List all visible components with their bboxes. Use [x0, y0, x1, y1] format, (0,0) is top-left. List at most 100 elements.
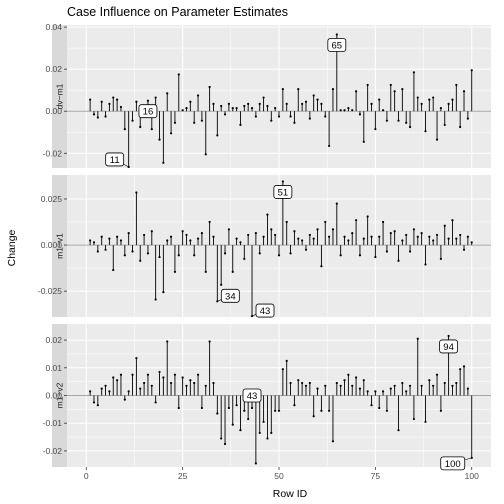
influence-point: [451, 98, 454, 101]
influence-point: [401, 239, 404, 242]
influence-point: [200, 406, 204, 410]
influence-point: [173, 373, 177, 376]
case-label-text: 100: [445, 459, 461, 470]
influence-point: [358, 254, 362, 257]
influence-point: [116, 379, 119, 382]
influence-point: [247, 417, 250, 421]
influence-point: [258, 252, 261, 255]
influence-point: [339, 384, 342, 387]
influence-point: [289, 115, 292, 118]
case-label-text: 43: [247, 391, 258, 402]
influence-point: [354, 376, 358, 379]
influence-point: [189, 239, 192, 242]
case-label: 100: [440, 456, 472, 471]
influence-point: [381, 220, 385, 224]
influence-point: [304, 384, 308, 387]
influence-point: [339, 109, 342, 112]
influence-point: [312, 237, 315, 240]
chart-title: Case Influence on Parameter Estimates: [67, 5, 288, 19]
influence-point: [301, 381, 304, 385]
y-tick-label: 0.000: [41, 240, 63, 250]
y-tick-label: 0.00: [45, 391, 62, 401]
influence-point: [439, 409, 442, 412]
influence-point: [466, 235, 469, 238]
y-tick-label: -0.02: [43, 446, 63, 456]
influence-point: [89, 239, 92, 242]
influence-point: [424, 420, 427, 423]
influence-point: [139, 259, 142, 262]
influence-point: [405, 390, 408, 393]
influence-point: [123, 254, 126, 257]
influence-point: [339, 254, 342, 257]
influence-point: [324, 220, 327, 224]
influence-point: [451, 384, 454, 387]
influence-point: [220, 283, 223, 286]
influence-point: [104, 248, 107, 251]
y-tick-label: 0.04: [45, 22, 62, 32]
influence-point: [208, 85, 211, 89]
case-label: 16: [138, 100, 158, 119]
influence-point: [119, 105, 123, 109]
influence-point: [96, 404, 99, 407]
influence-point: [127, 231, 130, 235]
influence-point: [116, 98, 119, 101]
influence-point: [324, 384, 327, 387]
influence-point: [270, 119, 273, 122]
influence-point: [104, 115, 107, 118]
influence-point: [428, 379, 431, 382]
influence-point: [451, 219, 454, 222]
influence-point: [347, 106, 350, 110]
influence-point: [370, 102, 373, 105]
case-label-text: 94: [443, 342, 454, 353]
influence-point: [185, 106, 188, 110]
influence-point: [108, 237, 111, 240]
influence-point: [112, 268, 115, 272]
panel-2: m1~v1 -0.025 0.000 0.025 51 34 43: [38, 175, 491, 318]
influence-point: [408, 384, 412, 387]
influence-point: [142, 233, 146, 237]
influence-point: [239, 123, 242, 126]
influence-point: [343, 109, 346, 112]
panel-strip-label: m1~v1: [55, 233, 65, 259]
influence-point: [92, 113, 96, 116]
y-tick-label: 0.02: [45, 335, 62, 345]
influence-point: [354, 219, 358, 222]
influence-point: [466, 117, 469, 120]
influence-point: [285, 220, 288, 224]
influence-point: [420, 384, 423, 387]
influence-point: [123, 398, 126, 401]
influence-point: [181, 109, 184, 112]
influence-point: [289, 381, 292, 385]
influence-point: [227, 102, 230, 105]
influence-point: [412, 228, 416, 231]
influence-point: [393, 230, 396, 233]
influence-point: [146, 373, 150, 376]
influence-point: [316, 228, 319, 231]
influence-point: [189, 100, 192, 103]
influence-point: [462, 365, 466, 368]
influence-point: [424, 263, 427, 266]
influence-point: [351, 384, 354, 387]
influence-point: [470, 241, 473, 244]
influence-point: [308, 117, 311, 120]
influence-point: [416, 337, 419, 340]
influence-point: [297, 88, 300, 91]
influence-point: [223, 113, 227, 116]
influence-point: [274, 409, 277, 412]
influence-point: [401, 88, 404, 91]
influence-point: [243, 409, 246, 412]
influence-point: [173, 121, 177, 124]
influence-point: [150, 127, 153, 131]
influence-point: [104, 384, 107, 387]
influence-point: [270, 228, 273, 231]
influence-point: [162, 161, 165, 164]
influence-point: [177, 254, 180, 257]
influence-point: [262, 420, 265, 423]
influence-point: [293, 230, 296, 233]
influence-point: [424, 130, 427, 133]
influence-point: [123, 127, 126, 131]
influence-point: [185, 233, 188, 237]
influence-point: [262, 96, 265, 99]
influence-point: [254, 231, 257, 235]
